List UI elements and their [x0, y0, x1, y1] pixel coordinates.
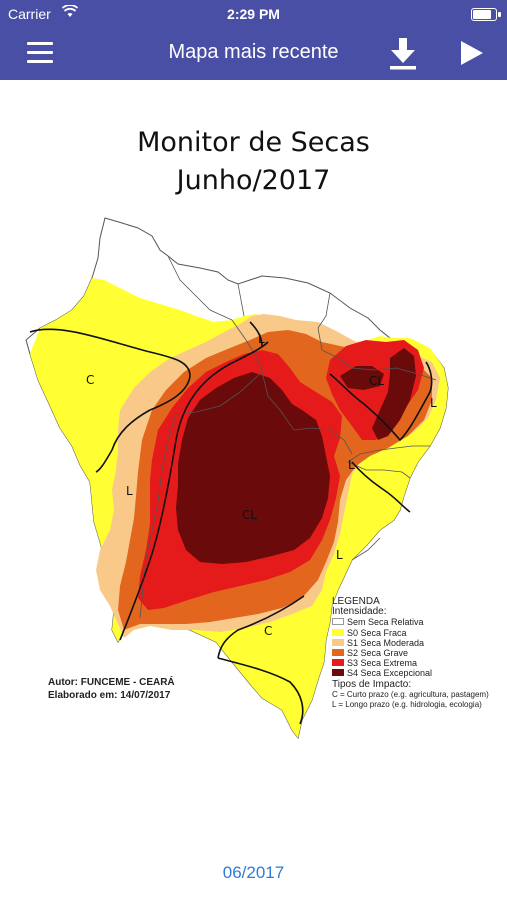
legend-swatch [332, 669, 344, 677]
map-region-label: CL [242, 508, 258, 522]
legend-swatch [332, 628, 344, 636]
wifi-icon [62, 5, 78, 17]
map-region-label: CL [369, 374, 385, 388]
download-icon[interactable] [388, 36, 418, 70]
legend-swatch [332, 649, 344, 657]
legend-impact-item: L = Longo prazo (e.g. hidrologia, ecolog… [332, 700, 482, 710]
map-date-link[interactable]: 06/2017 [222, 863, 285, 882]
navigation-bar: Mapa mais recente [0, 28, 507, 80]
status-time: 2:29 PM [227, 6, 280, 22]
legend-item: S1 Seca Moderada [332, 638, 489, 648]
drought-map: Monitor de Secas Junho/2017 [0, 110, 507, 760]
legend-swatch [332, 618, 344, 626]
legend-heading: LEGENDA [332, 596, 380, 607]
legend-item: S0 Seca Fraca [332, 628, 489, 638]
map-region-label: C [264, 624, 273, 638]
map-region-label: L [430, 396, 437, 410]
map-author: Autor: FUNCEME - CEARÁ Elaborado em: 14/… [48, 676, 175, 702]
legend-item: Sem Seca Relativa [332, 617, 489, 627]
legend-swatch [332, 659, 344, 667]
legend-swatch [332, 638, 344, 646]
author-line: Autor: FUNCEME - CEARÁ [48, 677, 175, 688]
legend-item: S4 Seca Excepcional [332, 668, 489, 678]
map-region-label: L [336, 548, 343, 562]
carrier-label: Carrier [8, 6, 51, 22]
drought-map-figure [25, 217, 449, 740]
map-region-label: C [86, 373, 95, 387]
battery-icon [471, 8, 501, 21]
map-region-label: L [258, 332, 265, 346]
hamburger-icon[interactable] [27, 42, 53, 64]
play-icon[interactable] [458, 40, 484, 66]
legend-item: S2 Seca Grave [332, 648, 489, 658]
legend-impact-heading: Tipos de Impacto: [332, 678, 412, 690]
legend-impact-item: C = Curto prazo (e.g. agricultura, pasta… [332, 689, 489, 699]
map-subtitle: Junho/2017 [176, 165, 331, 196]
legend-item: S3 Seca Extrema [332, 658, 489, 668]
legend-intensity-heading: Intensidade: [332, 606, 387, 618]
status-bar: Carrier 2:29 PM [0, 0, 507, 28]
page-title: Mapa mais recente [168, 41, 339, 63]
map-region-label: L [348, 458, 355, 472]
map-title: Monitor de Secas [137, 127, 370, 158]
map-legend: LEGENDA Intensidade: Sem Seca Relativa S… [332, 596, 489, 710]
map-region-label: L [126, 484, 133, 498]
elaborated-date: Elaborado em: 14/07/2017 [48, 690, 171, 701]
